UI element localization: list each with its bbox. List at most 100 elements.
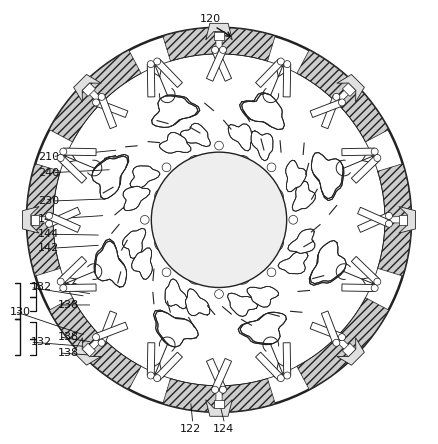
Polygon shape — [74, 337, 101, 365]
Polygon shape — [74, 75, 101, 102]
Circle shape — [215, 289, 223, 298]
Polygon shape — [240, 312, 286, 344]
Polygon shape — [22, 206, 39, 233]
Circle shape — [268, 235, 283, 251]
Polygon shape — [214, 400, 224, 408]
Text: 138: 138 — [57, 332, 78, 342]
Polygon shape — [342, 284, 375, 292]
Polygon shape — [310, 99, 343, 118]
Polygon shape — [351, 256, 380, 284]
Text: 140: 140 — [38, 214, 59, 224]
Polygon shape — [399, 214, 407, 225]
Polygon shape — [58, 256, 87, 284]
Circle shape — [46, 212, 53, 219]
Circle shape — [60, 148, 67, 155]
Circle shape — [268, 189, 283, 204]
Polygon shape — [343, 343, 356, 357]
Circle shape — [333, 93, 340, 100]
Polygon shape — [85, 339, 141, 389]
Polygon shape — [155, 311, 198, 347]
Polygon shape — [337, 337, 364, 365]
Polygon shape — [256, 352, 283, 381]
Polygon shape — [92, 155, 129, 197]
Text: 138: 138 — [57, 348, 78, 358]
Circle shape — [333, 339, 340, 346]
Circle shape — [188, 155, 204, 171]
Circle shape — [46, 220, 53, 227]
Polygon shape — [165, 279, 187, 309]
Polygon shape — [247, 286, 279, 307]
Circle shape — [98, 339, 105, 346]
Circle shape — [284, 61, 291, 67]
Circle shape — [154, 375, 161, 382]
Polygon shape — [251, 131, 273, 161]
Polygon shape — [206, 48, 226, 81]
Polygon shape — [58, 155, 87, 183]
Polygon shape — [357, 207, 390, 227]
Circle shape — [385, 220, 392, 227]
Text: 144: 144 — [38, 229, 59, 239]
Polygon shape — [212, 358, 232, 391]
Polygon shape — [228, 293, 258, 317]
Circle shape — [374, 278, 381, 285]
Text: 142: 142 — [38, 243, 59, 253]
Polygon shape — [312, 154, 344, 201]
Circle shape — [277, 375, 284, 382]
Circle shape — [219, 386, 226, 393]
Polygon shape — [311, 153, 343, 199]
Polygon shape — [206, 400, 232, 416]
Text: 132: 132 — [31, 337, 53, 347]
Polygon shape — [321, 95, 339, 129]
Polygon shape — [206, 358, 226, 391]
Polygon shape — [378, 223, 411, 276]
Polygon shape — [99, 95, 117, 129]
Circle shape — [212, 46, 219, 53]
Circle shape — [385, 212, 392, 219]
Polygon shape — [95, 99, 128, 118]
Polygon shape — [297, 50, 353, 100]
Circle shape — [277, 58, 284, 65]
Polygon shape — [82, 343, 95, 357]
Circle shape — [212, 386, 219, 393]
Polygon shape — [147, 64, 155, 97]
Polygon shape — [155, 352, 182, 381]
Circle shape — [267, 268, 276, 277]
Polygon shape — [123, 186, 150, 210]
Circle shape — [371, 148, 378, 155]
Circle shape — [289, 215, 297, 224]
Polygon shape — [292, 181, 316, 211]
Text: 124: 124 — [213, 424, 234, 434]
Polygon shape — [338, 87, 389, 142]
Circle shape — [98, 93, 105, 100]
Polygon shape — [342, 148, 375, 156]
Polygon shape — [278, 252, 308, 274]
Polygon shape — [399, 206, 416, 233]
Polygon shape — [152, 96, 198, 127]
Circle shape — [267, 163, 276, 172]
Text: 230: 230 — [38, 196, 59, 206]
Polygon shape — [95, 241, 127, 287]
Circle shape — [60, 285, 67, 292]
Polygon shape — [351, 155, 380, 183]
Polygon shape — [378, 164, 411, 217]
Circle shape — [162, 163, 171, 172]
Text: 120: 120 — [199, 14, 220, 24]
Circle shape — [234, 155, 250, 171]
Polygon shape — [283, 343, 291, 376]
Polygon shape — [31, 214, 39, 225]
Polygon shape — [27, 164, 60, 217]
Polygon shape — [132, 248, 152, 279]
Polygon shape — [180, 123, 210, 147]
Text: 122: 122 — [180, 424, 201, 434]
Polygon shape — [297, 339, 353, 389]
Polygon shape — [163, 28, 216, 61]
Polygon shape — [48, 207, 81, 227]
Polygon shape — [240, 92, 283, 128]
Circle shape — [27, 28, 411, 412]
Polygon shape — [130, 166, 160, 188]
Polygon shape — [212, 48, 232, 81]
Polygon shape — [321, 311, 339, 344]
Polygon shape — [63, 148, 96, 156]
Polygon shape — [163, 378, 216, 412]
Text: 240: 240 — [38, 168, 59, 178]
